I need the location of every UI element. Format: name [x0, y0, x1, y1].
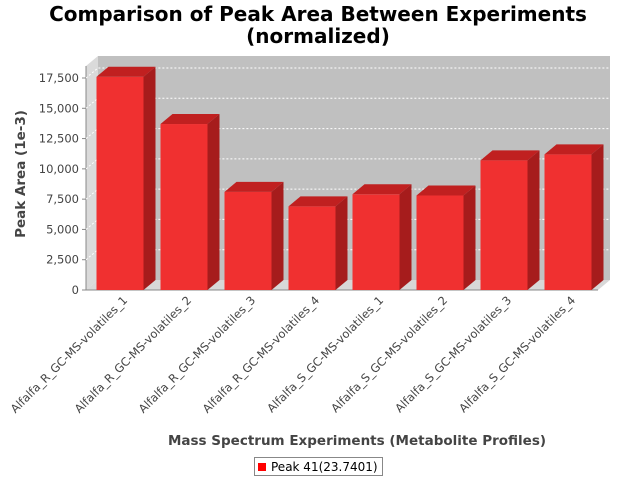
bar-top — [288, 196, 348, 207]
bar-side — [591, 144, 604, 290]
plot-floor — [86, 280, 610, 290]
legend-label: Peak 41(23.7401) — [271, 459, 378, 474]
bar — [480, 150, 540, 290]
bar-front — [480, 160, 528, 290]
bar-side — [143, 66, 156, 290]
gridline — [85, 97, 610, 109]
bar-top — [224, 181, 284, 192]
bar — [352, 184, 412, 290]
gridline — [85, 128, 610, 139]
bar-front — [160, 124, 208, 290]
y-tick-label: 7,500 — [46, 192, 79, 206]
bar-front — [544, 154, 592, 290]
plot-left-wall — [86, 56, 98, 290]
bar-front — [416, 195, 464, 290]
y-tick-label: 0 — [72, 283, 79, 297]
x-tick-label: Alfalfa_R_GC-MS-volatiles_3 — [136, 293, 258, 415]
bar — [224, 181, 284, 290]
x-tick-label: Alfalfa_S_GC-MS-volatiles_1 — [264, 293, 386, 415]
x-tick-label: Alfalfa_S_GC-MS-volatiles_3 — [392, 293, 514, 415]
bar-front — [288, 206, 336, 290]
bar-side — [399, 184, 412, 290]
legend-swatch — [258, 462, 266, 471]
y-tick-label: 12,500 — [39, 132, 79, 146]
bar-side — [335, 196, 348, 290]
bar-top — [544, 144, 604, 155]
y-tick-label: 17,500 — [39, 71, 79, 85]
bar-top — [352, 184, 412, 195]
x-tick-label: Alfalfa_R_GC-MS-volatiles_2 — [72, 293, 194, 415]
bar-front — [352, 194, 400, 290]
y-tick-label: 5,000 — [46, 222, 79, 236]
y-tick-label: 2,500 — [46, 253, 79, 267]
chart-title: Comparison of Peak Area Between Experime… — [49, 2, 587, 26]
bar — [160, 114, 220, 290]
y-tick-label: 15,000 — [39, 101, 79, 115]
gridline — [85, 158, 610, 170]
x-tick-label: Alfalfa_R_GC-MS-volatiles_1 — [8, 293, 130, 415]
bar-side — [527, 150, 540, 290]
x-axis-label: Mass Spectrum Experiments (Metabolite Pr… — [168, 433, 546, 449]
bar-side — [463, 185, 476, 290]
chart-subtitle: (normalized) — [246, 24, 390, 48]
bar-top — [160, 114, 220, 125]
gridline — [85, 67, 610, 79]
x-tick-label: Alfalfa_R_GC-MS-volatiles_4 — [200, 293, 322, 415]
bar-top — [416, 185, 476, 196]
bar — [416, 185, 476, 290]
bar — [544, 144, 604, 290]
y-axis-label: Peak Area (1e-3) — [13, 110, 29, 238]
x-tick-label: Alfalfa_S_GC-MS-volatiles_4 — [456, 293, 578, 415]
y-axis-ticks: 0 2,500 5,000 7,500 10,000 12,500 15,000 17,500 — [39, 71, 86, 297]
bar-front — [224, 191, 272, 290]
bar-top — [96, 66, 156, 77]
x-axis-tick-labels: Alfalfa_R_GC-MS-volatiles_1Alfalfa_R_GC-… — [8, 293, 578, 415]
bar-side — [207, 114, 220, 290]
y-tick-label: 10,000 — [39, 162, 79, 176]
x-tick-label: Alfalfa_S_GC-MS-volatiles_2 — [328, 293, 450, 415]
bar-top — [480, 150, 540, 161]
bars — [96, 66, 604, 290]
bar — [96, 66, 156, 290]
bar-side — [271, 181, 284, 290]
legend: Peak 41(23.7401) — [254, 457, 383, 476]
bar-front — [96, 76, 144, 290]
bar — [288, 196, 348, 290]
